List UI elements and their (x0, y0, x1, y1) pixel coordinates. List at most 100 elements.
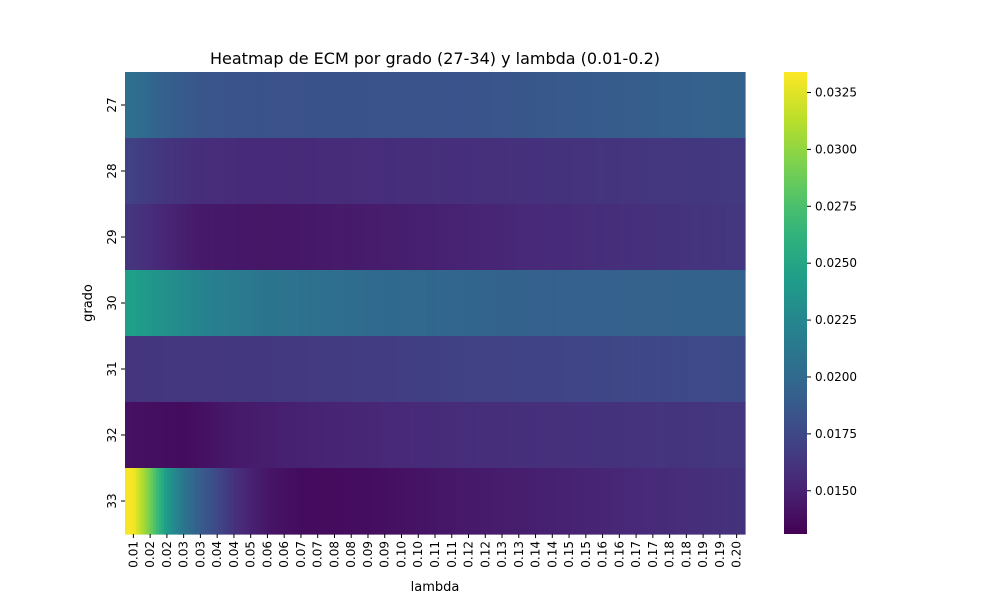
heatmap-cell-28-143 (524, 138, 528, 205)
heatmap-cell-29-180 (627, 204, 632, 271)
heatmap-cell-29-199 (680, 204, 685, 271)
heatmap-cell-33-74 (331, 468, 336, 535)
heatmap-cell-29-68 (314, 204, 319, 271)
heatmap-cell-28-111 (435, 138, 439, 205)
heatmap-cell-32-141 (518, 402, 523, 469)
heatmap-cell-27-63 (300, 72, 305, 139)
heatmap-cell-32-194 (666, 402, 671, 469)
heatmap-cell-27-98 (398, 72, 403, 139)
heatmap-cell-32-211 (714, 402, 718, 469)
heatmap-cell-27-17 (172, 72, 176, 139)
heatmap-cell-30-24 (192, 270, 196, 337)
heatmap-cell-28-122 (465, 138, 470, 205)
heatmap-cell-30-171 (602, 270, 606, 337)
heatmap-cell-29-50 (264, 204, 269, 271)
heatmap-cell-33-99 (401, 468, 405, 535)
heatmap-cell-31-156 (560, 336, 565, 403)
heatmap-cell-27-21 (183, 72, 188, 139)
heatmap-cell-31-219 (736, 336, 741, 403)
heatmap-cell-33-11 (155, 468, 160, 535)
heatmap-cell-29-216 (728, 204, 732, 271)
heatmap-cell-28-178 (622, 138, 626, 205)
heatmap-cell-30-83 (356, 270, 361, 337)
heatmap-cell-30-57 (284, 270, 288, 337)
heatmap-cell-33-160 (571, 468, 576, 535)
heatmap-cell-28-132 (493, 138, 498, 205)
heatmap-cell-33-188 (650, 468, 654, 535)
heatmap-cell-31-55 (278, 336, 282, 403)
heatmap-cell-27-167 (591, 72, 595, 139)
heatmap-cell-27-169 (596, 72, 601, 139)
heatmap-cell-32-212 (717, 402, 721, 469)
heatmap-cell-28-220 (739, 138, 743, 205)
heatmap-cell-31-150 (543, 336, 548, 403)
heatmap-cell-28-106 (421, 138, 425, 205)
heatmap-cell-30-197 (675, 270, 679, 337)
heatmap-cell-31-115 (446, 336, 450, 403)
heatmap-cell-31-93 (384, 336, 389, 403)
heatmap-cell-33-7 (144, 468, 148, 535)
heatmap-cell-27-101 (407, 72, 411, 139)
heatmap-cell-30-20 (180, 270, 185, 337)
heatmap-cell-28-52 (270, 138, 274, 205)
heatmap-cell-32-120 (460, 402, 464, 469)
heatmap-cell-27-130 (488, 72, 492, 139)
heatmap-cell-30-168 (594, 270, 598, 337)
heatmap-cell-30-207 (703, 270, 707, 337)
heatmap-cell-28-11 (155, 138, 160, 205)
heatmap-cell-27-115 (446, 72, 450, 139)
heatmap-cell-30-19 (178, 270, 182, 337)
heatmap-cell-31-38 (231, 336, 235, 403)
heatmap-cell-30-141 (518, 270, 523, 337)
x-tick-label-11: 0.07 (311, 541, 325, 568)
heatmap-cell-29-168 (594, 204, 598, 271)
heatmap-cell-29-218 (733, 204, 738, 271)
heatmap-cell-31-193 (664, 336, 668, 403)
heatmap-cell-31-137 (507, 336, 511, 403)
heatmap-cell-30-126 (476, 270, 481, 337)
heatmap-cell-27-122 (465, 72, 470, 139)
heatmap-cell-33-56 (281, 468, 285, 535)
heatmap-cell-32-100 (404, 402, 408, 469)
heatmap-cell-30-50 (264, 270, 269, 337)
heatmap-cell-28-156 (560, 138, 565, 205)
heatmap-cell-31-177 (619, 336, 623, 403)
heatmap-cell-30-189 (652, 270, 657, 337)
heatmap-cell-29-158 (566, 204, 570, 271)
heatmap-cell-28-140 (515, 138, 520, 205)
heatmap-cell-30-140 (515, 270, 520, 337)
heatmap-cell-30-192 (661, 270, 665, 337)
heatmap-cell-31-146 (532, 336, 537, 403)
heatmap-cell-33-210 (711, 468, 715, 535)
heatmap-cell-28-51 (267, 138, 271, 205)
heatmap-cell-33-129 (485, 468, 489, 535)
heatmap-cell-28-18 (175, 138, 179, 205)
heatmap-cell-27-144 (527, 72, 531, 139)
heatmap-cell-28-153 (552, 138, 556, 205)
heatmap-cell-31-12 (158, 336, 162, 403)
heatmap-cell-27-110 (432, 72, 436, 139)
heatmap-cell-33-124 (471, 468, 475, 535)
heatmap-cell-28-133 (496, 138, 500, 205)
heatmap-cell-27-109 (429, 72, 433, 139)
heatmap-cell-28-85 (362, 138, 366, 205)
heatmap-cell-33-36 (225, 468, 229, 535)
x-tick-label-9: 0.06 (277, 541, 291, 568)
x-tick-label-35: 0.19 (713, 541, 727, 568)
heatmap-cell-28-95 (390, 138, 394, 205)
heatmap-cell-30-156 (560, 270, 565, 337)
heatmap-cell-31-178 (622, 336, 626, 403)
heatmap-cell-32-136 (504, 402, 509, 469)
heatmap-cell-33-22 (186, 468, 190, 535)
heatmap-cell-29-53 (273, 204, 277, 271)
heatmap-cell-28-48 (259, 138, 263, 205)
heatmap-cell-31-24 (192, 336, 196, 403)
heatmap-cell-28-15 (166, 138, 171, 205)
heatmap-cell-30-163 (580, 270, 584, 337)
heatmap-cell-28-155 (557, 138, 562, 205)
heatmap-cell-27-113 (440, 72, 444, 139)
heatmap-cell-30-153 (552, 270, 556, 337)
heatmap-cell-27-18 (175, 72, 179, 139)
heatmap-cell-29-176 (616, 204, 620, 271)
heatmap-cell-32-158 (566, 402, 570, 469)
